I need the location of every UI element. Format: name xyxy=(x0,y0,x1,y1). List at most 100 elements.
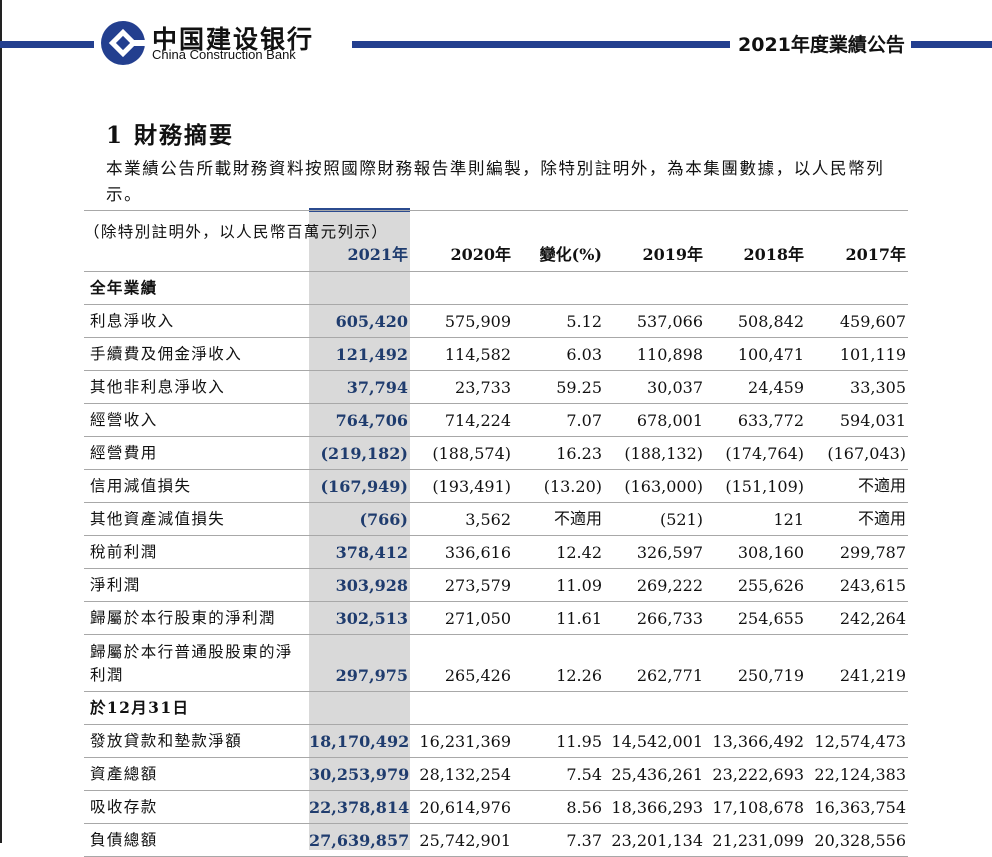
value-2019: 14,542,001 xyxy=(611,732,703,751)
value-2019: (188,132) xyxy=(624,444,703,463)
row-label: 經營費用 xyxy=(90,444,158,462)
row-label: 負債總額 xyxy=(90,831,158,849)
value-change: 5.12 xyxy=(566,312,602,331)
row-label: 手續費及佣金淨收入 xyxy=(90,345,243,363)
report-title: 2021年度業績公告 xyxy=(738,34,905,56)
value-2020: 336,616 xyxy=(444,543,511,562)
table-row: 負債總額 27,639,857 25,742,901 7.37 23,201,134 21… xyxy=(84,824,908,857)
row-label: 其他非利息淨收入 xyxy=(90,378,226,396)
value-2017: 33,305 xyxy=(850,378,906,397)
value-2021: 18,170,492 xyxy=(309,732,410,751)
table-row: 資產總額 30,253,979 28,132,254 7.54 25,436,261 23… xyxy=(84,758,908,791)
value-2020: 23,733 xyxy=(455,378,511,397)
section-heading: 於12月31日 xyxy=(90,698,190,717)
value-2020: 575,909 xyxy=(444,312,511,331)
header-rule-right xyxy=(911,41,992,48)
value-2021: (219,182) xyxy=(320,444,408,463)
row-label: 淨利潤 xyxy=(90,576,141,594)
value-2021: 37,794 xyxy=(346,378,408,397)
value-2021: (167,949) xyxy=(320,477,408,496)
value-2018: 308,160 xyxy=(737,543,804,562)
value-2020: 3,562 xyxy=(465,510,511,529)
table-row: 歸屬於本行普通股股東的淨利潤 297,975 265,426 12.26 262,771… xyxy=(84,635,908,692)
value-2017: 不適用 xyxy=(857,509,906,528)
value-2019: 25,436,261 xyxy=(611,765,703,784)
value-change: 不適用 xyxy=(553,509,602,528)
value-2020: 273,579 xyxy=(444,576,511,595)
value-2021: 303,928 xyxy=(335,576,408,595)
value-2017: 243,615 xyxy=(839,576,906,595)
value-2018: 21,231,099 xyxy=(712,831,804,850)
value-2018: 633,772 xyxy=(737,411,804,430)
value-2017: 16,363,754 xyxy=(814,798,906,817)
value-change: 16.23 xyxy=(556,444,602,463)
value-2021: 378,412 xyxy=(335,543,408,562)
value-2017: 242,264 xyxy=(839,609,906,628)
section-intro: 本業績公告所載財務資料按照國際財務報告準則編製，除特別註明外，為本集團數據，以人… xyxy=(106,159,885,204)
page-edge xyxy=(0,0,2,843)
value-2020: (193,491) xyxy=(432,477,511,496)
table-row: 經營費用 (219,182) (188,574) 16.23 (188,132) (174… xyxy=(84,437,908,470)
value-2019: 110,898 xyxy=(636,345,703,364)
table-header-row: （除特別註明外，以人民幣百萬元列示） 2021年 2020年 變化(%) 2019年 20… xyxy=(84,210,908,272)
value-2017: 459,607 xyxy=(839,312,906,331)
value-change: 6.03 xyxy=(566,345,602,364)
value-2021: 302,513 xyxy=(335,609,408,628)
value-2018: 250,719 xyxy=(737,666,804,685)
value-2021: 764,706 xyxy=(335,411,408,430)
value-change: 59.25 xyxy=(556,378,602,397)
value-2019: 266,733 xyxy=(636,609,703,628)
brand-name-chinese: 中国建设银行 xyxy=(152,25,315,54)
row-label: 稅前利潤 xyxy=(90,543,158,561)
value-2020: 28,132,254 xyxy=(419,765,511,784)
section-heading-row: 於12月31日 xyxy=(84,692,908,725)
value-2019: 18,366,293 xyxy=(611,798,703,817)
value-change: 7.07 xyxy=(566,411,602,430)
value-2019: (163,000) xyxy=(624,477,703,496)
table-row: 其他資產減值損失 (766) 3,562 不適用 (521) 121 不適用 xyxy=(84,503,908,536)
value-2019: 678,001 xyxy=(636,411,703,430)
value-2021: 297,975 xyxy=(335,666,408,685)
table-row: 利息淨收入 605,420 575,909 5.12 537,066 508,842 459… xyxy=(84,305,908,338)
column-header-2017: 2017年 xyxy=(845,245,906,264)
value-2017: 299,787 xyxy=(839,543,906,562)
column-header-2019: 2019年 xyxy=(642,245,703,264)
row-label: 經營收入 xyxy=(90,411,158,429)
value-change: 8.56 xyxy=(566,798,602,817)
value-2018: 23,222,693 xyxy=(712,765,804,784)
value-2020: 265,426 xyxy=(444,666,511,685)
value-2017: 101,119 xyxy=(839,345,906,364)
value-2018: 17,108,678 xyxy=(712,798,804,817)
table-row: 稅前利潤 378,412 336,616 12.42 326,597 308,160 299… xyxy=(84,536,908,569)
header-rule-middle xyxy=(352,41,730,48)
value-2018: 24,459 xyxy=(748,378,804,397)
value-2020: 714,224 xyxy=(444,411,511,430)
value-2017: 241,219 xyxy=(839,666,906,685)
value-2019: 269,222 xyxy=(636,576,703,595)
table-row: 發放貸款和墊款淨額 18,170,492 16,231,369 11.95 14,542… xyxy=(84,725,908,758)
value-2018: 255,626 xyxy=(737,576,804,595)
table-row: 吸收存款 22,378,814 20,614,976 8.56 18,366,293 17… xyxy=(84,791,908,824)
value-2020: (188,574) xyxy=(432,444,511,463)
table-row: 其他非利息淨收入 37,794 23,733 59.25 30,037 24,459 33,… xyxy=(84,371,908,404)
value-2021: 605,420 xyxy=(335,312,408,331)
ccb-logo-icon xyxy=(101,21,146,65)
row-label: 吸收存款 xyxy=(90,798,158,816)
value-change: 7.37 xyxy=(566,831,602,850)
row-label: 歸屬於本行股東的淨利潤 xyxy=(90,609,276,627)
table-row: 經營收入 764,706 714,224 7.07 678,001 633,772 594,… xyxy=(84,404,908,437)
value-2018: (174,764) xyxy=(725,444,804,463)
value-2019: (521) xyxy=(659,510,703,529)
value-change: 7.54 xyxy=(566,765,602,784)
table-row: 淨利潤 303,928 273,579 11.09 269,222 255,626 243,… xyxy=(84,569,908,602)
row-label: 發放貸款和墊款淨額 xyxy=(90,732,243,750)
current-year-highlight xyxy=(309,210,410,850)
row-label: 利息淨收入 xyxy=(90,312,175,330)
value-2017: (167,043) xyxy=(827,444,906,463)
value-2018: 254,655 xyxy=(737,609,804,628)
table-row: 歸屬於本行股東的淨利潤 302,513 271,050 11.61 266,733 254… xyxy=(84,602,908,635)
value-2021: (766) xyxy=(359,510,408,529)
column-header-2018: 2018年 xyxy=(743,245,804,264)
value-2020: 20,614,976 xyxy=(419,798,511,817)
value-2021: 27,639,857 xyxy=(309,831,410,850)
